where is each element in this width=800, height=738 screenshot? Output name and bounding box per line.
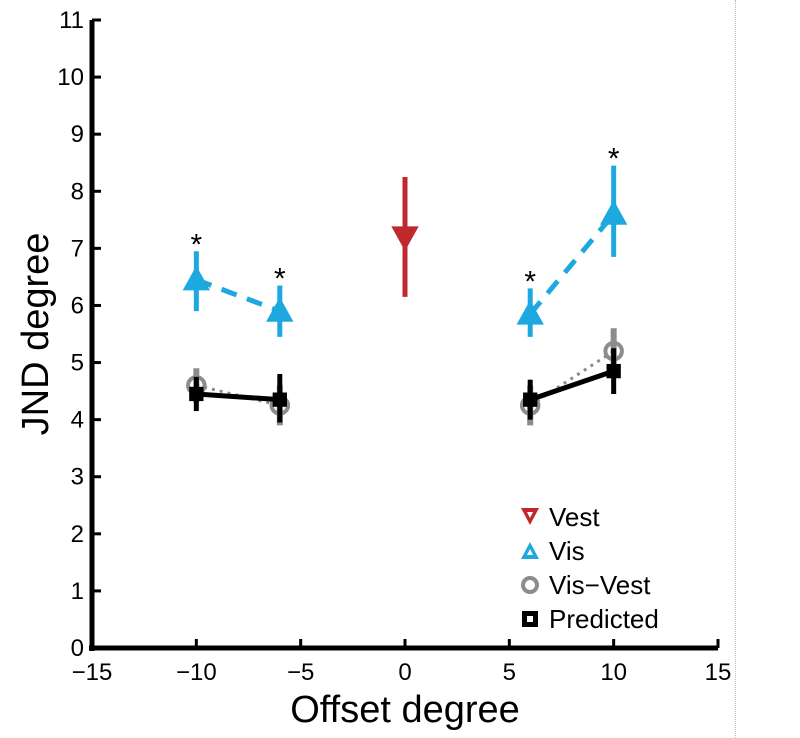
- data-point: [599, 200, 628, 225]
- series-line-segment: [528, 212, 616, 316]
- data-point: [272, 392, 287, 407]
- legend-label: Vis−Vest: [549, 570, 651, 600]
- y-tick-label: 8: [71, 178, 84, 205]
- y-axis-title: JND degree: [15, 233, 57, 436]
- y-tick-label: 1: [71, 578, 84, 605]
- data-point: [189, 386, 204, 402]
- series-layer: [182, 165, 628, 426]
- x-tick-label: 5: [503, 659, 516, 686]
- series-predicted: [189, 348, 621, 423]
- legend: Vest Vis Vis−Vest Predicted: [521, 502, 659, 634]
- legend-marker-hole: [527, 549, 533, 555]
- x-tick-label: −5: [287, 659, 314, 686]
- y-tick-label: 5: [71, 350, 84, 377]
- y-tick-label: 9: [71, 121, 84, 148]
- x-axis-title: Offset degree: [290, 689, 520, 731]
- data-point: [523, 392, 538, 407]
- significance-marker: *: [190, 228, 202, 261]
- y-tick-label: 0: [71, 635, 84, 662]
- right-edge-divider: [735, 0, 736, 738]
- legend-label: Vis: [549, 536, 585, 566]
- legend-item: Predicted: [522, 604, 659, 634]
- legend-marker-hole: [527, 616, 533, 622]
- axes: 0 1 2 3 4 5 6 7 8 9 10 11 −15 −10 −5 0 5 10 15: [57, 7, 731, 686]
- significance-marker: *: [608, 143, 620, 176]
- x-tick-label: −10: [176, 659, 217, 686]
- x-tick-label: 0: [398, 659, 411, 686]
- y-tick-label: 4: [71, 407, 84, 434]
- x-tick-label: 10: [600, 659, 627, 686]
- data-point: [182, 265, 211, 291]
- x-tick-label: −15: [72, 659, 113, 686]
- y-tick-label: 3: [71, 464, 84, 491]
- series-vest: [391, 177, 419, 297]
- significance-marker: *: [524, 265, 536, 298]
- data-point: [266, 297, 294, 322]
- legend-label: Predicted: [549, 604, 659, 634]
- series-line-segment: [529, 368, 615, 403]
- y-tick-label: 10: [57, 64, 84, 91]
- data-point: [391, 226, 419, 252]
- series-vis: [182, 165, 628, 337]
- series-vis-vest: [186, 328, 624, 426]
- legend-item: Vest: [521, 502, 600, 532]
- legend-marker: [521, 576, 539, 594]
- y-tick-label: 11: [59, 7, 84, 34]
- legend-item: Vis: [521, 536, 585, 566]
- series-line-segment: [196, 391, 280, 403]
- legend-marker-hole: [527, 512, 533, 518]
- series-line-segment: [195, 277, 281, 314]
- data-point: [606, 363, 621, 379]
- annotation-layer: * * * *: [190, 143, 619, 299]
- legend-label: Vest: [549, 502, 600, 532]
- x-tick-label: 15: [705, 659, 732, 686]
- y-tick-label: 7: [71, 235, 84, 262]
- y-tick-label: 2: [71, 521, 84, 548]
- y-tick-label: 6: [71, 292, 84, 319]
- data-point: [516, 299, 544, 325]
- legend-item: Vis−Vest: [521, 570, 651, 600]
- significance-marker: *: [274, 263, 286, 296]
